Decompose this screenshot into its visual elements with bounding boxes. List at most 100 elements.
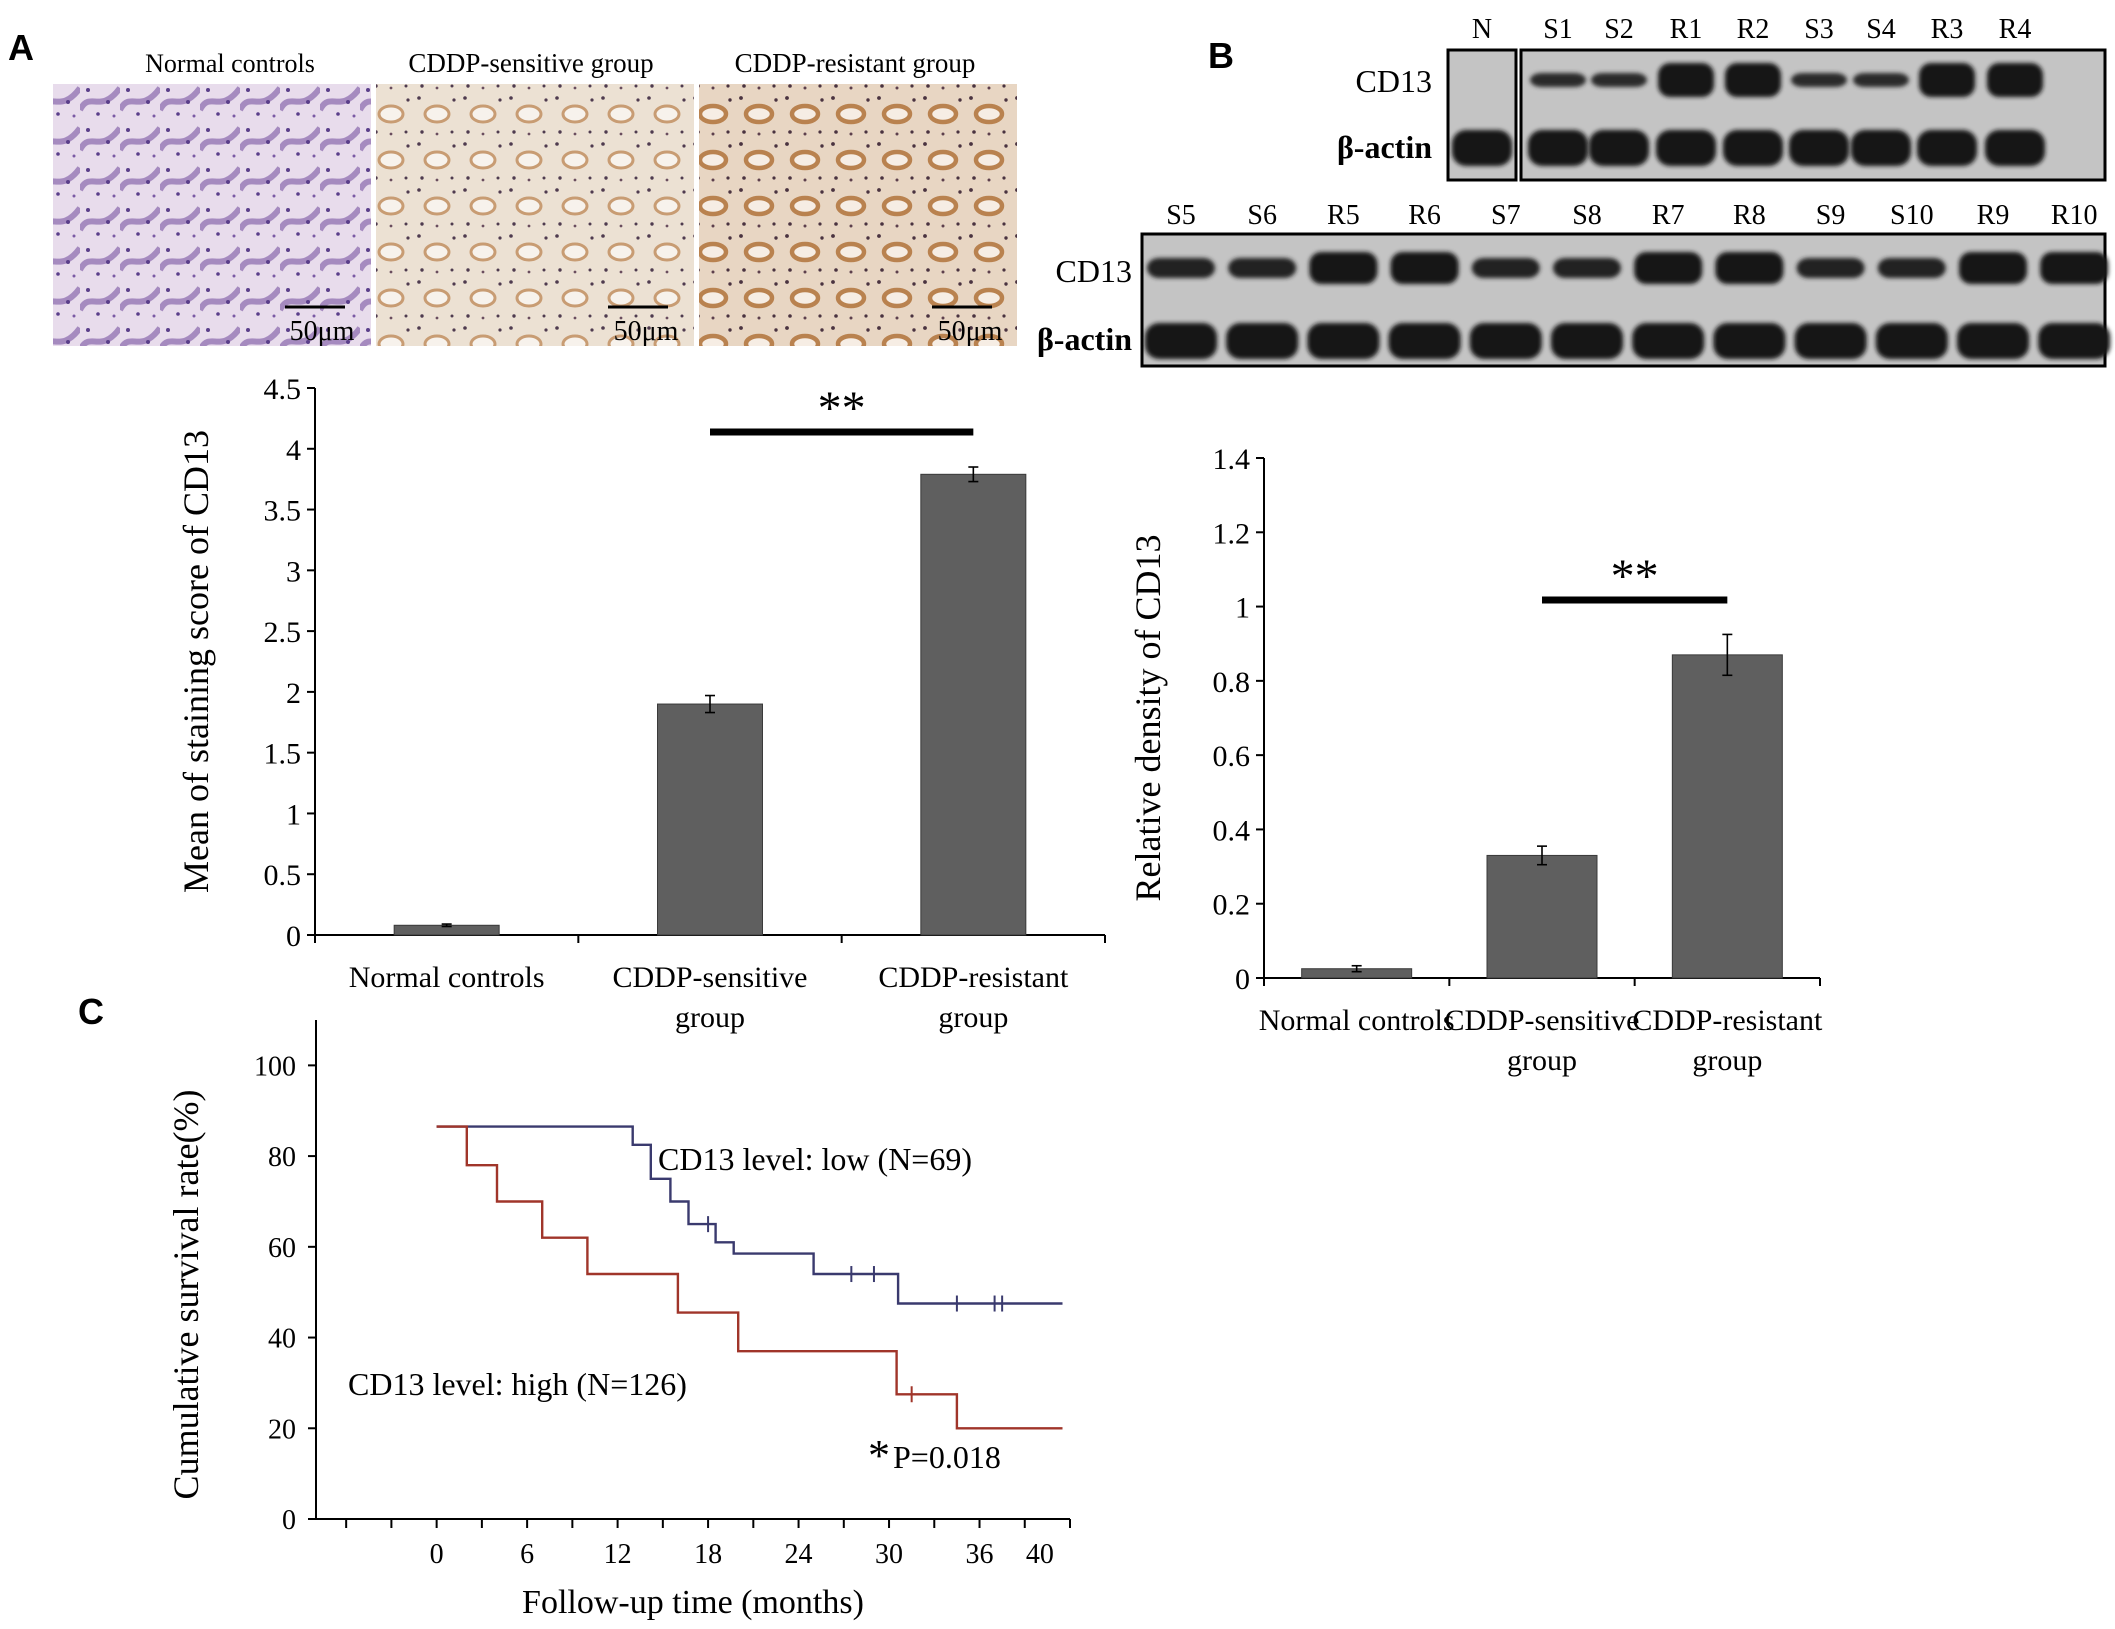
blot-lane-label: S6 bbox=[1247, 200, 1277, 231]
x-category-label: group bbox=[1692, 1044, 1762, 1077]
y-tick-label: 20 bbox=[268, 1414, 296, 1445]
x-tick-label: 18 bbox=[694, 1539, 722, 1570]
x-category-label: CDDP-resistant bbox=[1632, 1004, 1823, 1037]
blot-lane-label: N bbox=[1472, 14, 1492, 45]
blot-band-cd13 bbox=[1791, 73, 1847, 87]
blot-lane-label: S5 bbox=[1166, 200, 1196, 231]
blot-band-cd13 bbox=[1553, 258, 1621, 278]
blot-band-actin bbox=[1632, 323, 1705, 359]
blot-band-cd13 bbox=[1309, 252, 1378, 284]
bar-chart-staining-score: 0 0.5 1 1.5 2 2.5 3 3.5 4 4.5 Normal controls CDDP-… bbox=[176, 373, 1106, 1034]
blot-band-actin bbox=[1713, 323, 1786, 359]
blot-band-actin bbox=[1307, 323, 1380, 359]
y-tick-label: 0.2 bbox=[1213, 889, 1251, 922]
blot-lane-label: S4 bbox=[1866, 14, 1896, 45]
x-tick-label: 36 bbox=[966, 1539, 994, 1570]
blot-lane-label: S8 bbox=[1572, 200, 1602, 231]
blot-band-actin bbox=[1957, 323, 2029, 359]
blot-lane-label: R1 bbox=[1670, 14, 1703, 45]
blot-band-cd13 bbox=[1471, 258, 1540, 278]
blot-band-cd13 bbox=[1658, 63, 1714, 97]
panel-letter-b: B bbox=[1208, 35, 1234, 76]
y-axis-label: Relative density of CD13 bbox=[1128, 535, 1168, 902]
blot-band-actin bbox=[2038, 323, 2111, 359]
blot-band-actin bbox=[1589, 130, 1649, 166]
x-category-label: CDDP-sensitive bbox=[613, 961, 808, 994]
histology-title-resistant: CDDP-resistant group bbox=[735, 48, 976, 78]
y-tick-label: 60 bbox=[268, 1233, 296, 1264]
blot-band-actin bbox=[1875, 323, 1948, 359]
y-tick-label: 1.4 bbox=[1213, 443, 1251, 476]
blot-band-cd13 bbox=[1390, 252, 1459, 284]
y-tick-label: 0.5 bbox=[264, 859, 302, 892]
y-tick-label: 1.5 bbox=[264, 738, 302, 771]
y-tick-label: 1.2 bbox=[1213, 517, 1251, 550]
blot-lane-label: R9 bbox=[1977, 200, 2010, 231]
y-tick-label: 0.8 bbox=[1213, 666, 1251, 699]
blot-lane-label: R7 bbox=[1652, 200, 1685, 231]
blot-lane-label: S10 bbox=[1890, 200, 1934, 231]
x-tick-label: 40 bbox=[1026, 1539, 1054, 1570]
y-tick-label: 0.4 bbox=[1213, 814, 1251, 847]
significance-marker: ** bbox=[1611, 550, 1659, 603]
blot-band-cd13 bbox=[2040, 252, 2109, 284]
blot-lane-label: R8 bbox=[1733, 200, 1766, 231]
histology-image-sensitive bbox=[376, 84, 694, 346]
blot-lane-label: S7 bbox=[1491, 200, 1521, 231]
histology-image-resistant bbox=[699, 84, 1017, 346]
histology-image-normal bbox=[53, 84, 371, 346]
x-category-label: group bbox=[675, 1001, 745, 1034]
blot-band-cd13 bbox=[1919, 63, 1975, 97]
blot-band-cd13 bbox=[1591, 73, 1647, 87]
y-tick-label: 1 bbox=[286, 798, 301, 831]
histology-title-normal: Normal controls bbox=[145, 49, 315, 78]
bar bbox=[657, 703, 763, 936]
blot-lane-label: S9 bbox=[1816, 200, 1846, 231]
blot-band-actin bbox=[1469, 323, 1542, 359]
blot-band-cd13 bbox=[1228, 258, 1297, 278]
scale-label-normal: 50μm bbox=[290, 316, 355, 347]
x-tick-label: 0 bbox=[430, 1539, 444, 1570]
blot-band-actin bbox=[1794, 323, 1867, 359]
blot-band-actin bbox=[1226, 323, 1299, 359]
blot-band-actin bbox=[1528, 130, 1588, 166]
y-tick-label: 3 bbox=[286, 555, 301, 588]
y-tick-label: 100 bbox=[254, 1051, 296, 1082]
blot-band-actin bbox=[1388, 323, 1461, 359]
blot-target-label-row2: CD13 bbox=[1056, 253, 1132, 289]
blot-band-cd13 bbox=[1853, 73, 1909, 87]
histology-title-sensitive: CDDP-sensitive group bbox=[408, 48, 653, 78]
y-tick-label: 0 bbox=[1235, 963, 1250, 996]
blot-lane-label: R6 bbox=[1408, 200, 1441, 231]
panel-letter-a: A bbox=[8, 27, 34, 68]
y-tick-label: 0 bbox=[286, 920, 301, 953]
blot-band-cd13 bbox=[1796, 258, 1865, 278]
western-blot-panel: N S1 S2 R1 R2 S3 S4 R3 R4 S5 S6 R5 R6 S7 S8 R7 R8 S9 S10 R9… bbox=[1037, 14, 2111, 368]
y-axis-label: Cumulative survival rate(%) bbox=[166, 1090, 206, 1500]
x-tick-label: 30 bbox=[875, 1539, 903, 1570]
y-tick-label: 4.5 bbox=[264, 373, 302, 406]
blot-lane-label: R5 bbox=[1327, 200, 1360, 231]
y-tick-label: 3.5 bbox=[264, 495, 302, 528]
blot-band-actin bbox=[1145, 323, 1217, 359]
x-tick-label: 12 bbox=[604, 1539, 632, 1570]
y-tick-label: 4 bbox=[286, 434, 301, 467]
bar bbox=[920, 473, 1027, 936]
x-category-label: group bbox=[938, 1001, 1008, 1034]
x-category-label: Normal controls bbox=[1259, 1004, 1455, 1037]
blot-band-cd13 bbox=[1987, 63, 2043, 97]
x-tick-label: 24 bbox=[785, 1539, 813, 1570]
blot-band-cd13 bbox=[1147, 258, 1215, 278]
blot-target-label-row1: CD13 bbox=[1356, 63, 1432, 99]
y-tick-label: 80 bbox=[268, 1142, 296, 1173]
y-tick-label: 1 bbox=[1235, 592, 1250, 625]
blot-band-actin bbox=[1551, 323, 1623, 359]
x-category-label: CDDP-resistant bbox=[878, 961, 1069, 994]
blot-band-actin bbox=[1723, 130, 1783, 166]
blot-band-cd13 bbox=[1530, 73, 1586, 87]
y-axis-label: Mean of staining score of CD13 bbox=[176, 430, 216, 893]
km-low-label: CD13 level: low (N=69) bbox=[658, 1141, 972, 1177]
km-p-star: * bbox=[868, 1431, 890, 1480]
